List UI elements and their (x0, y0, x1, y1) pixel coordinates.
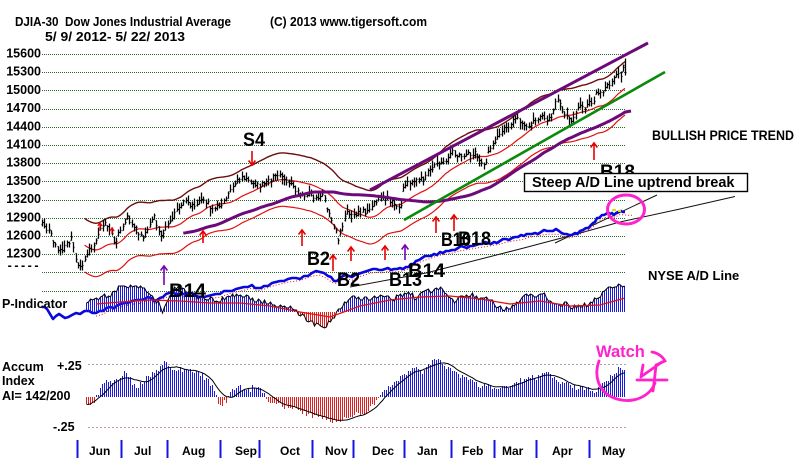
svg-text:Index: Index (2, 374, 35, 388)
svg-text:Jul: Jul (134, 444, 151, 458)
svg-text:13500: 13500 (6, 174, 41, 188)
svg-text:Jan: Jan (417, 444, 438, 458)
svg-text:Aug: Aug (182, 444, 205, 458)
svg-text:14700: 14700 (6, 101, 41, 115)
svg-text:AI= 142/200: AI= 142/200 (2, 389, 71, 403)
svg-text:+.25: +.25 (57, 359, 82, 373)
svg-text:DJIA-30 Dow Jones Industrial: DJIA-30 Dow Jones Industrial Average (15, 14, 231, 29)
svg-text:Apr: Apr (552, 444, 573, 458)
svg-text:Mar: Mar (502, 444, 524, 458)
svg-text:15600: 15600 (6, 47, 41, 61)
svg-text:Feb: Feb (462, 444, 483, 458)
svg-text:14400: 14400 (6, 119, 41, 133)
svg-text:5/ 9/ 2012- 5/ 22/ 2013: 5/ 9/ 2012- 5/ 22/ 2013 (45, 29, 185, 44)
svg-text:B14: B14 (408, 261, 445, 282)
svg-text:S4: S4 (243, 130, 265, 151)
svg-text:Oct: Oct (280, 444, 300, 458)
svg-text:B14: B14 (169, 281, 206, 302)
svg-text:Nov: Nov (325, 444, 348, 458)
svg-text:Dec: Dec (372, 444, 394, 458)
svg-text:NYSE A/D Line: NYSE A/D Line (648, 268, 739, 283)
svg-text:Jun: Jun (89, 444, 110, 458)
svg-text:-----: ----- (8, 259, 41, 273)
svg-text:May: May (602, 444, 626, 458)
svg-text:-.25: -.25 (53, 420, 75, 434)
svg-text:P-Indicator: P-Indicator (2, 297, 67, 311)
svg-text:B2: B2 (307, 249, 330, 270)
svg-text:B2: B2 (337, 270, 360, 291)
svg-text:Accum: Accum (2, 360, 44, 374)
svg-text:BULLISH PRICE TREND: BULLISH PRICE TREND (652, 128, 794, 143)
svg-text:B10: B10 (441, 230, 471, 251)
svg-text:12900: 12900 (6, 210, 41, 224)
svg-text:13800: 13800 (6, 156, 41, 170)
svg-text:Steep A/D Line uptrend break: Steep A/D Line uptrend break (532, 175, 735, 191)
svg-text:15000: 15000 (6, 83, 41, 97)
svg-text:12600: 12600 (6, 229, 41, 243)
svg-text:15300: 15300 (6, 65, 41, 79)
svg-text:(C) 2013 www.tigersoft.com: (C) 2013 www.tigersoft.com (270, 14, 427, 29)
svg-text:12300: 12300 (6, 247, 41, 261)
svg-text:B18: B18 (458, 229, 491, 250)
svg-text:B13: B13 (389, 270, 422, 291)
svg-text:Sep: Sep (235, 444, 257, 458)
svg-text:13200: 13200 (6, 192, 41, 206)
svg-text:14100: 14100 (6, 138, 41, 152)
svg-text:Watch: Watch (596, 343, 645, 361)
